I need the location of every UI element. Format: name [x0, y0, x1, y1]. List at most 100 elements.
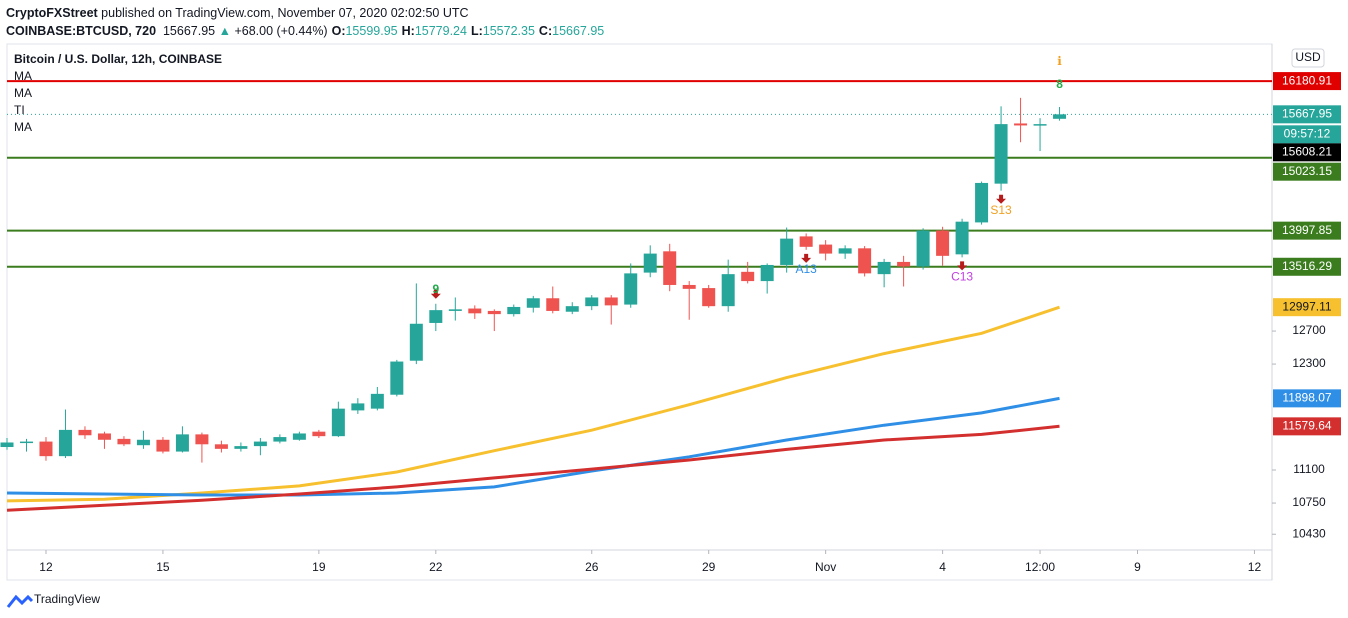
candle-body — [429, 310, 443, 323]
y-tick-label: 12300 — [1292, 356, 1326, 370]
candle-body — [195, 434, 209, 445]
candle-body — [1053, 114, 1067, 119]
legend-entry: MA — [14, 69, 32, 83]
price-tag-label: 11579.64 — [1282, 419, 1331, 433]
candle-body — [741, 271, 755, 282]
countdown-tag — [1273, 125, 1341, 144]
candle-body — [604, 297, 618, 306]
td-arrow — [430, 289, 441, 299]
candle-body — [858, 248, 872, 274]
candle-body — [916, 230, 930, 267]
ohlc-label: O: — [331, 24, 346, 38]
candle-body — [78, 429, 92, 436]
candle-body — [19, 441, 33, 444]
change: +68.00 (+0.44%) — [234, 24, 328, 38]
candle-body — [390, 361, 404, 395]
candle-body — [97, 433, 111, 440]
price-tag — [1273, 105, 1341, 124]
candle-body — [1033, 124, 1047, 126]
candle-body — [702, 288, 716, 307]
candle-body — [409, 323, 423, 361]
plot — [0, 80, 1272, 512]
candle-body — [312, 431, 326, 437]
y-tick-label: 10750 — [1292, 495, 1326, 509]
candle-body — [39, 441, 53, 457]
candle-body — [955, 221, 969, 255]
legend-entry: TI — [14, 103, 25, 117]
currency[interactable]: USD — [1295, 50, 1321, 64]
x-tick-label: 26 — [585, 560, 599, 574]
ma-line — [6, 396, 1060, 497]
price-tag — [1273, 257, 1341, 276]
price-tag-label: 11898.07 — [1282, 391, 1331, 405]
price-tag — [1273, 221, 1341, 240]
ma-line — [6, 305, 1060, 503]
candle-body — [214, 444, 228, 449]
td-label: A13 — [795, 262, 817, 276]
candle-body — [351, 403, 365, 411]
x-tick-label: 9 — [1134, 560, 1141, 574]
price-tag — [1273, 417, 1341, 436]
crosshair-price: 15608.21 — [1282, 145, 1332, 159]
ohlc-value: 15572.35 — [482, 24, 535, 38]
x-tick-label: 29 — [702, 560, 716, 574]
change-arrow: ▲ — [218, 24, 231, 38]
candle-body — [1014, 123, 1028, 126]
y-tick-label: 12700 — [1292, 323, 1326, 337]
candle-body — [117, 438, 131, 445]
crosshair-tag — [1273, 143, 1341, 162]
td-count: 9 — [432, 282, 439, 296]
ohlc-label: H: — [401, 24, 415, 38]
x-tick-label: 4 — [939, 560, 946, 574]
td-arrow — [801, 253, 812, 263]
candle-body — [799, 236, 813, 247]
candle-body — [136, 439, 150, 446]
candle-body — [234, 446, 248, 449]
price-tag — [1273, 298, 1341, 317]
currency-button[interactable] — [1291, 48, 1325, 68]
candle-body — [897, 261, 911, 267]
ohlc-value: 15667.95 — [552, 24, 605, 38]
price-tag-label: 15023.15 — [1282, 164, 1332, 178]
candle-body — [175, 434, 189, 452]
price-tag — [1273, 162, 1341, 181]
candle-body — [253, 441, 267, 447]
candle-body — [370, 393, 384, 409]
x-tick-label: 19 — [312, 560, 326, 574]
x-tick-label: 12:00 — [1025, 560, 1055, 574]
y-tick-label: 10430 — [1292, 526, 1326, 540]
chart-title: Bitcoin / U.S. Dollar, 12h, COINBASE — [14, 52, 222, 66]
ma-line — [6, 424, 1060, 512]
header: CryptoFXStreet published on TradingView.… — [6, 4, 604, 40]
candle-body — [975, 182, 989, 223]
x-tick-label: 12 — [1248, 560, 1262, 574]
y-tick-label: 11100 — [1293, 462, 1325, 476]
price-tag — [1273, 72, 1341, 91]
candle-body — [585, 297, 599, 307]
candle-body — [468, 308, 482, 314]
price-tag-label: 12997.11 — [1282, 299, 1331, 313]
publish-line: CryptoFXStreet published on TradingView.… — [6, 4, 604, 22]
x-tick-label: 15 — [156, 560, 170, 574]
ohlc-label: C: — [538, 24, 553, 38]
price-tag — [1273, 389, 1341, 408]
candle-body — [526, 298, 540, 308]
last: 15667.95 — [162, 24, 216, 38]
price-tag-label: 16180.91 — [1282, 73, 1332, 87]
candle-body — [624, 273, 638, 305]
candle-body — [507, 306, 521, 315]
legend-entry: MA — [14, 86, 32, 100]
x-tick-label: 12 — [39, 560, 53, 574]
countdown: 09:57:12 — [1284, 127, 1331, 141]
td-arrow — [996, 194, 1007, 204]
td-label: C13 — [951, 270, 973, 284]
candle-body — [487, 310, 501, 315]
candle-body — [780, 238, 794, 265]
candle-body — [448, 309, 462, 311]
symbol: COINBASE:BTCUSD, 720 — [6, 24, 157, 38]
candle-body — [760, 264, 774, 282]
td-count: 8 — [1056, 77, 1063, 91]
legend-entry: MA — [14, 120, 32, 134]
